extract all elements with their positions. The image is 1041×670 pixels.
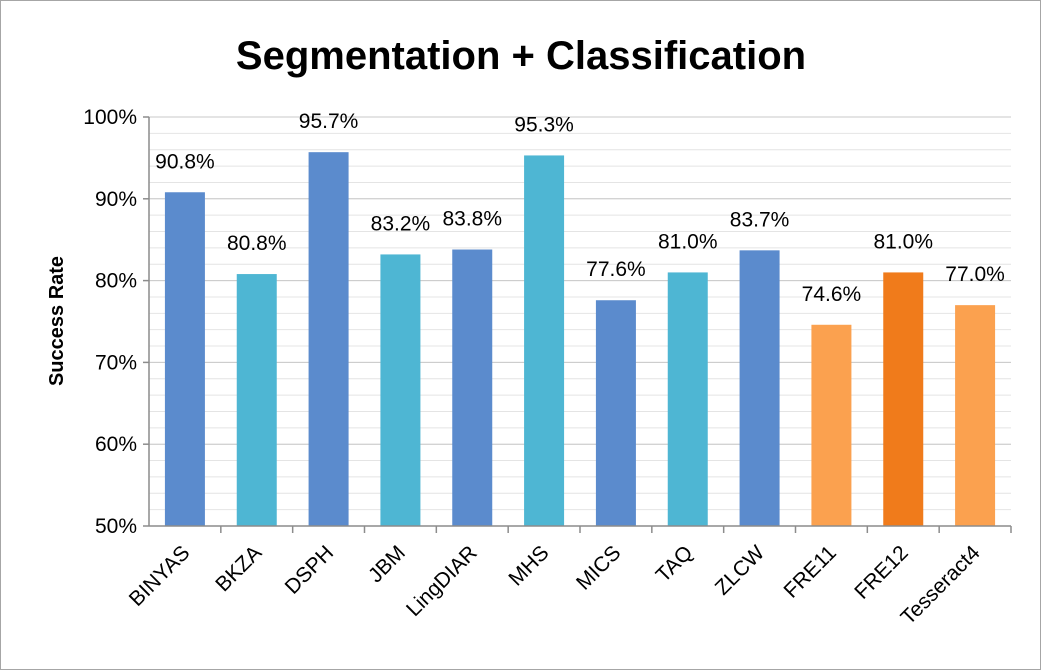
y-tick-label: 70%: [95, 351, 137, 374]
data-label: 81.0%: [658, 230, 718, 253]
data-label: 77.6%: [586, 258, 646, 281]
bar: [955, 305, 996, 526]
gridlines: [149, 116, 1011, 527]
bar: [739, 250, 780, 527]
x-tick-label: TAQ: [652, 541, 698, 587]
bar: [524, 155, 565, 527]
x-tick-label: ZLCW: [711, 541, 769, 599]
data-label: 74.6%: [802, 283, 862, 306]
data-label: 83.7%: [730, 208, 790, 231]
data-label: 81.0%: [873, 230, 933, 253]
data-label: 80.8%: [227, 232, 287, 255]
bar: [667, 272, 708, 526]
x-tick-label: FRE11: [780, 541, 841, 602]
axes: [143, 116, 1012, 533]
y-axis-label: Success Rate: [46, 256, 68, 386]
x-tick-label: JBM: [364, 541, 410, 587]
x-tick-label: MICS: [572, 541, 625, 594]
chart-title: Segmentation + Classification: [236, 34, 806, 78]
y-tick-label: 60%: [95, 433, 137, 456]
data-label: 83.2%: [371, 212, 431, 235]
y-tick-label: 90%: [95, 188, 137, 211]
bar: [164, 192, 205, 527]
bar: [883, 272, 924, 526]
bar: [308, 152, 349, 526]
x-tick-label: FRE12: [850, 541, 912, 603]
data-label: 95.3%: [514, 113, 574, 136]
x-tick-label: BINYAS: [125, 541, 195, 611]
x-tick-label: BKZA: [211, 541, 266, 596]
x-tick-label: MHS: [504, 541, 553, 590]
y-tick-label: 50%: [95, 515, 137, 538]
bar: [380, 254, 421, 526]
bar: [452, 249, 493, 527]
data-label: 95.7%: [299, 110, 359, 133]
x-tick-label: DSPH: [281, 541, 339, 599]
data-label: 83.8%: [442, 208, 502, 231]
bars: [164, 152, 996, 527]
data-label: 77.0%: [945, 263, 1005, 286]
x-tick-label: LingDIAR: [402, 541, 482, 621]
y-tick-label: 80%: [95, 270, 137, 293]
y-tick-label: 100%: [83, 106, 137, 129]
bar: [595, 300, 636, 526]
bar: [811, 324, 852, 526]
bar: [236, 274, 277, 526]
data-label: 90.8%: [155, 150, 215, 173]
x-tick-label: Tesseract4: [897, 541, 985, 629]
